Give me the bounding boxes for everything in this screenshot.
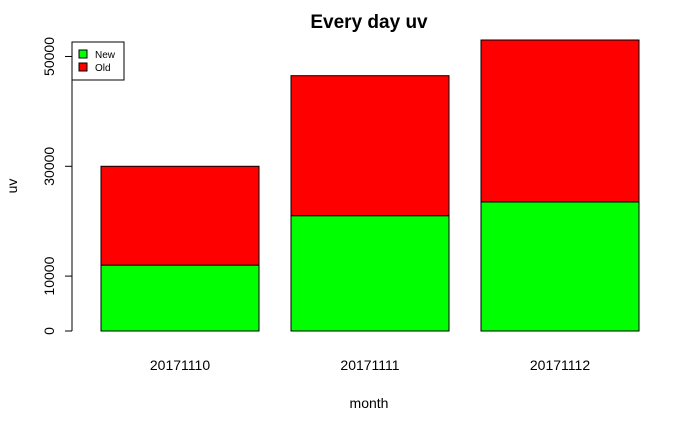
x-axis-label: month — [350, 395, 389, 411]
y-axis: 0 10000 30000 50000 — [41, 37, 73, 335]
chart-title: Every day uv — [310, 12, 428, 33]
y-axis-label: uv — [4, 179, 20, 194]
y-tick-label: 50000 — [41, 37, 57, 76]
x-tick-label: 20171112 — [530, 357, 590, 373]
bar-old-20171112 — [480, 39, 640, 203]
legend-swatch-old — [78, 62, 88, 72]
x-tick-label: 20171110 — [150, 357, 210, 373]
legend-label-new: New — [95, 50, 116, 61]
y-tick-label: 0 — [41, 327, 57, 335]
legend-label-old: Old — [95, 63, 111, 74]
legend-box — [71, 41, 125, 81]
x-tick-label: 20171111 — [340, 357, 399, 373]
bar-old-20171111 — [290, 75, 450, 217]
legend-swatch-new — [78, 49, 88, 59]
bars-group — [100, 39, 640, 332]
bar-new-20171111 — [290, 215, 450, 332]
bar-old-20171110 — [100, 165, 260, 266]
bar-new-20171110 — [100, 264, 260, 332]
legend: New Old — [71, 41, 125, 81]
y-tick-label: 30000 — [41, 147, 57, 186]
x-tick-labels: 20171110 20171111 20171112 — [150, 357, 590, 373]
y-tick-label: 10000 — [41, 256, 57, 295]
bar-new-20171112 — [480, 201, 640, 332]
